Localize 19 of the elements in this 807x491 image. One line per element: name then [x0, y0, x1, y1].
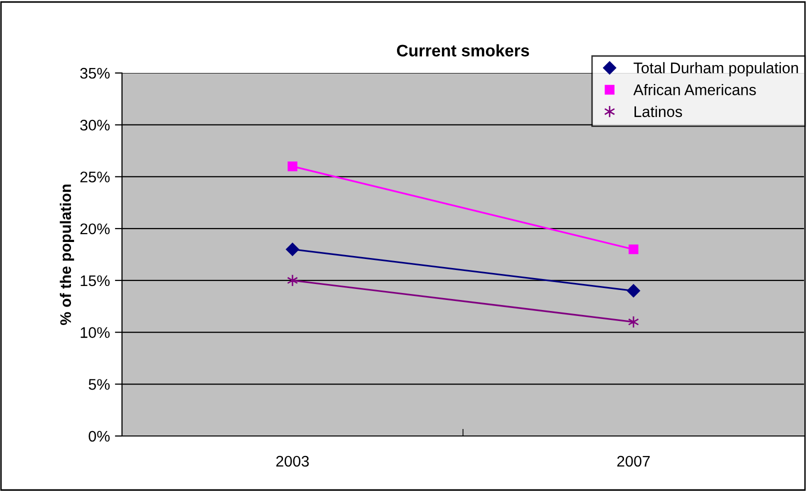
chart-title: Current smokers: [396, 44, 530, 56]
y-tick-label: 35%: [80, 68, 110, 79]
y-tick-label: 20%: [80, 223, 110, 234]
y-axis-title: % of the population: [60, 184, 74, 325]
point: [626, 284, 640, 298]
x-tick-label: 2007: [617, 456, 650, 467]
legend-label: African Americans: [633, 84, 756, 96]
y-tick-label: 30%: [80, 120, 110, 131]
y-tick-label: 5%: [88, 379, 110, 390]
x-tick-label: 2003: [276, 456, 309, 467]
y-tick-label: 25%: [80, 172, 110, 182]
point: [628, 244, 638, 254]
legend-label: Total Durham population: [634, 62, 798, 76]
point: [286, 242, 300, 256]
y-tick-label: 0%: [88, 430, 110, 442]
y-tick-label: 10%: [80, 327, 110, 338]
legend-label: Latinos: [634, 106, 682, 118]
y-tick-label: 15%: [80, 275, 110, 286]
point: [288, 161, 298, 172]
